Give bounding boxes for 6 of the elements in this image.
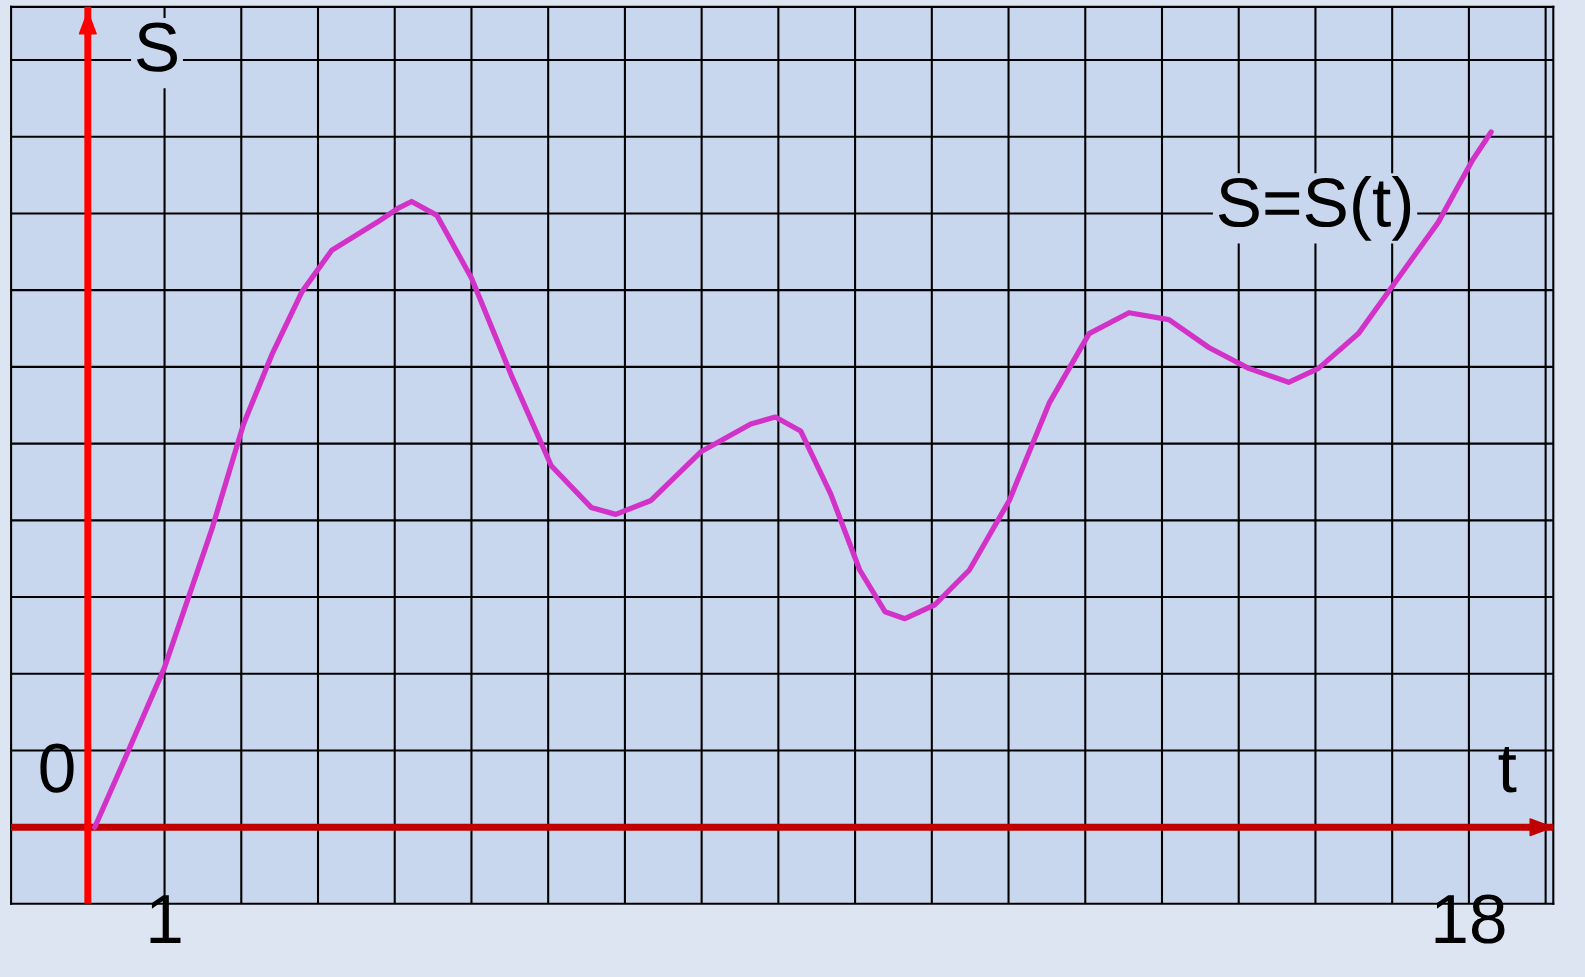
x-tick-label: 18	[1435, 894, 1505, 944]
y-axis-title: S	[137, 22, 177, 72]
x-tick-label: 1	[150, 895, 181, 943]
annotation: 0	[40, 743, 74, 793]
x-axis-title: t	[1498, 747, 1517, 793]
series-label: S=S(t)	[1218, 176, 1411, 241]
